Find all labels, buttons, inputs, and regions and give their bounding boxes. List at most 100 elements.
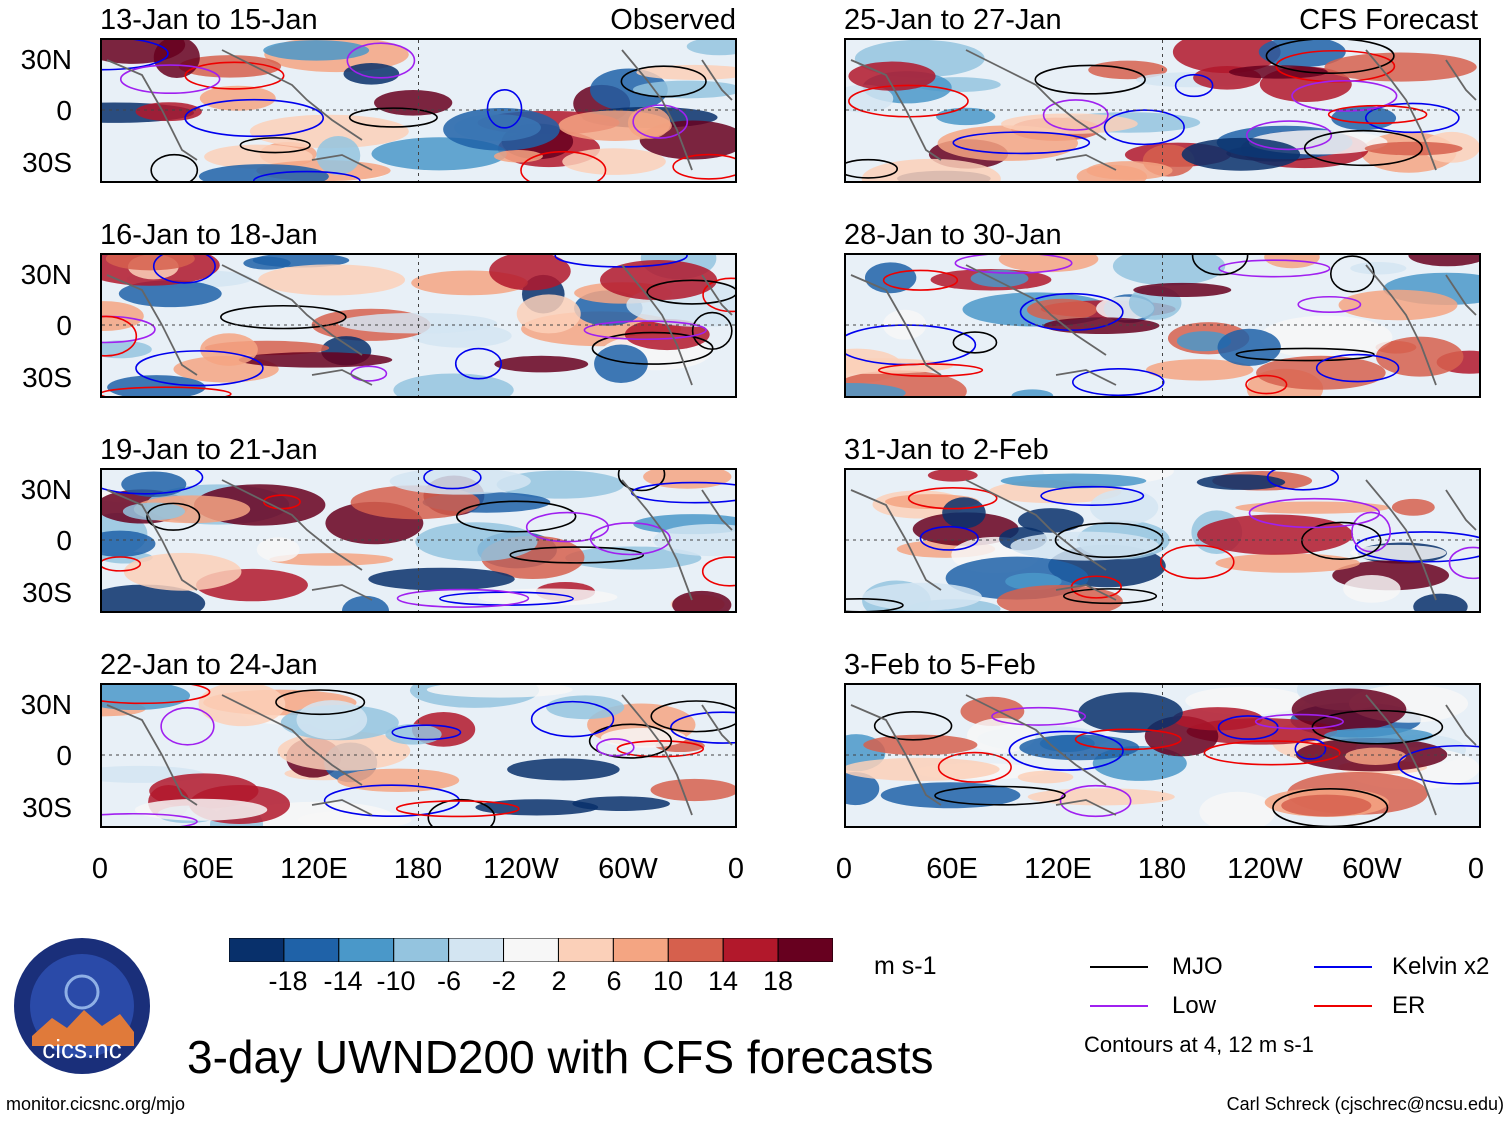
lat-label-30s: 30S <box>22 147 72 178</box>
wind-anomaly-shading <box>107 375 206 396</box>
filtered-wave-contour <box>873 711 953 741</box>
lon-label-120w: 120W <box>1227 853 1303 885</box>
filtered-wave-contour <box>919 525 979 551</box>
wind-anomaly-shading <box>927 470 978 482</box>
filtered-wave-contour <box>937 751 1012 783</box>
lon-label-0: 0 <box>91 853 109 885</box>
panel-title-left-3: 19-Jan to 21-Jan <box>100 434 318 466</box>
wind-anomaly-shading <box>134 798 268 821</box>
coastline <box>106 264 733 386</box>
map-panel-right-1 <box>844 38 1481 183</box>
filtered-wave-contour <box>1327 104 1428 125</box>
wind-anomaly-shading <box>102 685 191 711</box>
coastline <box>850 694 1477 816</box>
colorbar-label: -2 <box>491 966 516 996</box>
filtered-wave-contour <box>391 724 462 741</box>
filtered-wave-contour <box>423 470 482 490</box>
legend-label-kelvin: Kelvin x2 <box>1392 953 1490 980</box>
wind-anomaly-shading <box>1259 315 1393 359</box>
wind-anomaly-shading <box>337 312 498 334</box>
wind-anomaly-shading <box>1026 298 1097 321</box>
filtered-wave-contour <box>1354 531 1479 563</box>
filtered-wave-contour <box>907 487 998 510</box>
lat-label-30s: 30S <box>22 577 72 608</box>
wind-anomaly-shading <box>624 318 710 351</box>
wind-anomaly-shading <box>565 546 702 570</box>
wind-anomaly-shading <box>601 727 687 748</box>
wind-anomaly-shading <box>846 771 880 806</box>
filtered-wave-contour <box>530 700 615 738</box>
wind-anomaly-shading <box>1196 474 1286 490</box>
filtered-wave-contour <box>146 502 201 531</box>
filtered-wave-contour <box>1019 292 1124 331</box>
wind-anomaly-shading <box>1086 161 1173 180</box>
wind-anomaly-shading <box>846 382 906 396</box>
wind-anomaly-shading <box>1176 331 1232 352</box>
wind-anomaly-shading <box>1235 501 1391 514</box>
wind-anomaly-shading <box>102 301 144 331</box>
wind-anomaly-shading <box>122 502 185 521</box>
filtered-wave-contour <box>616 740 705 758</box>
filtered-wave-contour <box>102 470 204 495</box>
filtered-wave-contour <box>1301 521 1382 560</box>
filtered-wave-contour <box>1303 129 1423 167</box>
wind-anomaly-shading <box>342 595 389 611</box>
filtered-wave-contour <box>395 800 520 818</box>
filtered-wave-contour <box>275 689 366 716</box>
colorbar-units: m s-1 <box>874 952 937 980</box>
wind-anomaly-shading <box>123 552 242 591</box>
wind-anomaly-shading <box>1027 788 1175 806</box>
wind-anomaly-shading <box>297 810 412 826</box>
wind-anomaly-shading <box>263 40 370 61</box>
wind-anomaly-shading <box>256 537 300 562</box>
lon-label-120e: 120E <box>280 853 348 885</box>
wind-anomaly-shading <box>600 259 718 301</box>
wind-anomaly-shading <box>1010 531 1160 561</box>
map-panel-left-2 <box>100 253 737 398</box>
filtered-wave-contour <box>252 170 361 181</box>
colorbar-swatch <box>777 938 833 962</box>
wind-anomaly-shading <box>1112 255 1226 286</box>
wind-anomaly-shading <box>199 85 276 111</box>
author-credit: Carl Schreck (cjschrec@ncsu.edu) <box>1226 1094 1504 1114</box>
filtered-wave-contour <box>1265 40 1395 74</box>
wind-anomaly-shading <box>1133 282 1232 298</box>
filtered-wave-contour <box>1245 120 1333 151</box>
lon-label-60w: 60W <box>1342 853 1402 885</box>
legend-label-er: ER <box>1392 992 1426 1019</box>
wind-anomaly-shading <box>594 344 648 384</box>
wind-anomaly-shading <box>507 758 620 781</box>
colorbar-label: -18 <box>268 966 308 996</box>
filtered-wave-contour <box>1294 738 1327 760</box>
lon-label-0: 0 <box>835 853 853 885</box>
coastline <box>850 49 1477 171</box>
wind-anomaly-shading <box>1217 328 1281 366</box>
filtered-wave-contour <box>348 107 438 128</box>
filtered-wave-contour <box>1040 485 1145 506</box>
filtered-wave-contour <box>1008 730 1124 771</box>
filtered-wave-contour <box>588 723 673 759</box>
filtered-wave-contour <box>135 350 264 387</box>
wind-anomaly-shading <box>942 497 986 529</box>
panel-title-right-3: 31-Jan to 2-Feb <box>844 434 1049 466</box>
colorbar-swatch <box>667 938 724 962</box>
panel-title-left-4: 22-Jan to 24-Jan <box>100 649 318 681</box>
coastline <box>850 479 1477 601</box>
wind-anomaly-shading <box>1344 747 1407 765</box>
wind-anomaly-shading <box>1199 791 1276 826</box>
wind-anomaly-shading <box>1324 727 1434 744</box>
filtered-wave-contour <box>1245 374 1288 395</box>
filtered-wave-contour <box>150 153 199 181</box>
lat-label-eq: 0 <box>56 525 72 556</box>
lon-label-60w: 60W <box>598 853 658 885</box>
wind-anomaly-shading <box>121 471 187 497</box>
filtered-wave-contour <box>846 597 904 611</box>
wind-anomaly-shading <box>102 340 152 359</box>
source-url[interactable]: monitor.cicsnc.org/mjo <box>6 1094 186 1114</box>
wind-anomaly-shading <box>1413 593 1468 611</box>
filtered-wave-contour <box>846 158 898 179</box>
legend-line-low <box>1090 1005 1148 1007</box>
wind-anomaly-shading <box>269 553 394 566</box>
filtered-wave-contour <box>520 150 607 181</box>
colorbar-label: 6 <box>606 966 622 996</box>
